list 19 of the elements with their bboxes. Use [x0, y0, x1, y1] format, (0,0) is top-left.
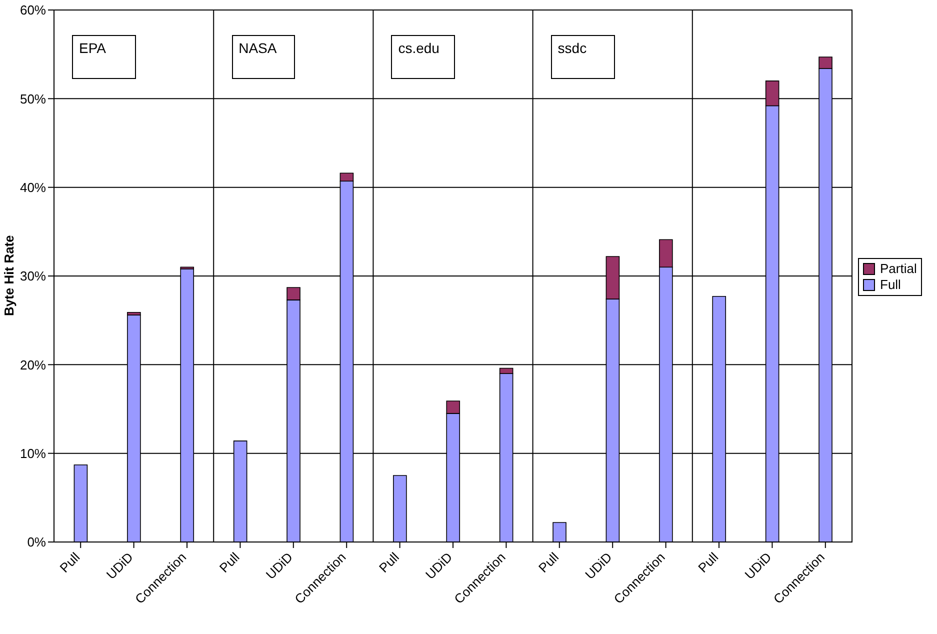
- x-tick-label: Pull: [216, 549, 242, 576]
- y-tick-label: 40%: [20, 180, 46, 195]
- annotation: NASA: [232, 35, 296, 79]
- annotation: cs.edu: [391, 35, 456, 79]
- x-tick-label: Pull: [536, 549, 562, 576]
- x-tick-label: Pull: [695, 549, 722, 576]
- annotation: ssdc: [550, 35, 615, 79]
- legend-label: Partial: [880, 261, 917, 277]
- y-tick-label: 30%: [20, 268, 46, 284]
- y-tick-label: 10%: [20, 446, 46, 461]
- y-axis-title: Byte Hit Rate: [2, 235, 17, 316]
- y-tick-label: 50%: [20, 91, 46, 106]
- legend-label: Full: [880, 277, 901, 293]
- x-tick-label: Pull: [56, 549, 83, 576]
- y-tick-label: 60%: [20, 2, 46, 18]
- annotation: EPA: [72, 35, 136, 79]
- y-tick-label: 0%: [27, 534, 46, 550]
- x-tick-label: Pull: [376, 549, 402, 576]
- y-tick-label: 20%: [20, 357, 46, 372]
